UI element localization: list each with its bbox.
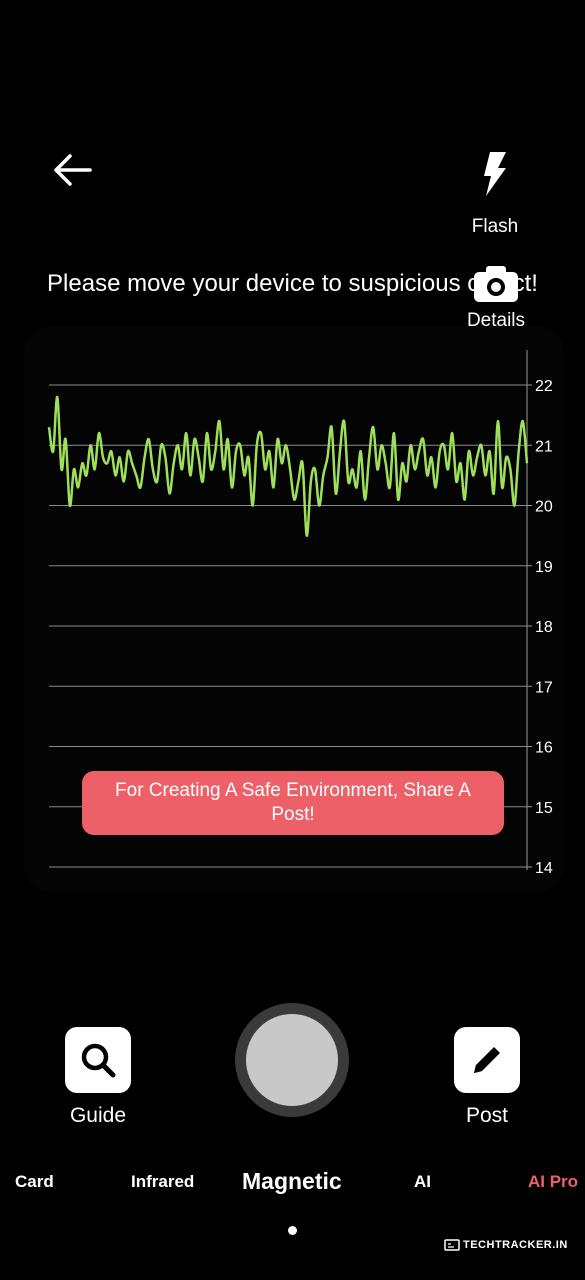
y-tick-label: 15	[535, 800, 553, 817]
y-tick-label: 14	[535, 860, 553, 877]
page-indicator-dot	[288, 1226, 297, 1235]
y-tick-label: 18	[535, 619, 553, 636]
y-tick-label: 16	[535, 740, 553, 757]
back-button[interactable]	[48, 148, 98, 192]
camera-icon	[474, 266, 518, 302]
guide-label: Guide	[69, 1104, 127, 1127]
shutter-inner	[246, 1014, 338, 1106]
mode-infrared[interactable]: Infrared	[131, 1172, 195, 1191]
shutter-button[interactable]	[235, 1003, 349, 1117]
search-icon	[81, 1043, 116, 1078]
instruction-text: Please move your device to suspicious ob…	[47, 270, 538, 297]
y-tick-label: 19	[535, 559, 553, 576]
post-label: Post	[465, 1104, 509, 1127]
magnetic-series-line	[47, 395, 529, 537]
magnetic-field-chart: 22 21 20 19 18 17 16 15 14	[47, 350, 553, 877]
post-button[interactable]	[454, 1027, 520, 1093]
mode-ai-pro[interactable]: AI Pro	[528, 1172, 579, 1191]
flash-button[interactable]: Flash	[462, 146, 528, 242]
y-tick-label: 22	[535, 378, 553, 395]
watermark-text: TECHTRACKER.IN	[463, 1239, 568, 1251]
y-tick-label: 20	[535, 499, 553, 516]
details-label: Details	[466, 310, 526, 331]
watermark: TECHTRACKER.IN	[444, 1239, 568, 1251]
mode-magnetic[interactable]: Magnetic	[242, 1168, 342, 1194]
flash-label: Flash	[471, 216, 519, 237]
flash-icon	[484, 152, 506, 196]
pencil-icon	[474, 1047, 500, 1073]
monitor-icon	[444, 1239, 460, 1251]
share-post-toast[interactable]: For Creating A Safe Environment, Share A…	[82, 771, 504, 835]
arrow-left-icon	[54, 154, 92, 186]
details-button[interactable]: Details	[452, 262, 540, 338]
mode-ai[interactable]: AI	[414, 1172, 431, 1191]
y-tick-label: 21	[535, 438, 553, 455]
mode-card[interactable]: Card	[15, 1172, 54, 1191]
y-tick-label: 17	[535, 679, 553, 696]
guide-button[interactable]	[65, 1027, 131, 1093]
